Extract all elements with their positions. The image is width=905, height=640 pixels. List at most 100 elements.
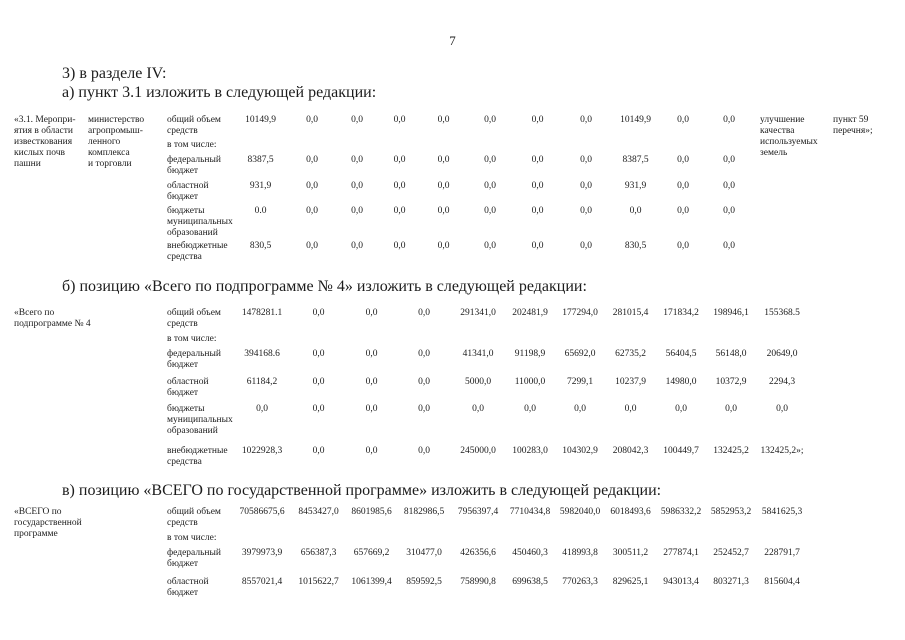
- value-cell: 0,0: [723, 206, 735, 216]
- value-cell: 859592,5: [406, 577, 442, 587]
- value-cell: 0,0: [306, 206, 318, 216]
- value-cell: 56148,0: [715, 349, 747, 359]
- value-cell: 0,0: [306, 115, 318, 125]
- table-row: областной бюджет 61184,2 0,0 0,0 0,0 5000,0 11…: [167, 377, 808, 399]
- value-cell: 1015622,7: [298, 577, 339, 587]
- value-cell: 41341,0: [462, 349, 494, 359]
- value-cell: 3979973,9: [241, 548, 283, 558]
- table-rows: общий объем средств 10149,9 0,0 0,0 0,0 0,0 0,…: [167, 115, 752, 263]
- value-cell: 5986332,2: [660, 507, 702, 517]
- value-cell: 0,0: [365, 349, 378, 359]
- value-cell: 931,9: [249, 181, 272, 191]
- value-cell: 0,0: [531, 241, 544, 251]
- value-cell: 0,0: [580, 206, 592, 216]
- value-cell: 10372,9: [715, 377, 747, 387]
- value-cell: 0,0: [393, 206, 406, 216]
- value-cell: 0,0: [418, 308, 430, 318]
- table-item-label: «Всего по подпрограмме № 4: [14, 308, 91, 329]
- value-cell: 8601985,6: [351, 507, 392, 517]
- value-cell: 0,0: [393, 181, 406, 191]
- value-cell: 5982040,0: [559, 507, 601, 517]
- value-cell: 62735,2: [615, 349, 646, 359]
- value-cell: 0,0: [484, 241, 496, 251]
- section-heading-b: б) позицию «Всего по подпрограмме № 4» и…: [62, 278, 587, 295]
- table-row: общий объем средств 10149,9 0,0 0,0 0,0 0,0 0,…: [167, 115, 752, 137]
- value-cell: 0,0: [484, 206, 496, 216]
- table-row: внебюджетные средства 830,5 0,0 0,0 0,0 0,0 0,…: [167, 241, 752, 263]
- row-label: бюджеты муниципальных образований: [167, 206, 233, 238]
- table-row: в том числе:: [167, 533, 808, 544]
- value-cell: 0,0: [580, 115, 592, 125]
- value-cell: 1022928,3: [241, 446, 283, 456]
- value-cell: 0,0: [675, 404, 687, 414]
- table-row: областной бюджет 931,9 0,0 0,0 0,0 0,0 0,0 0,0 0…: [167, 181, 752, 203]
- value-cell: 0,0: [312, 349, 325, 359]
- value-cell: 104302,9: [562, 446, 598, 456]
- row-label: областной бюджет: [167, 377, 209, 398]
- value-cell: 0,0: [351, 155, 363, 165]
- value-cell: 394168.6: [244, 349, 280, 359]
- value-cell: 11000,0: [514, 377, 546, 387]
- value-cell: 418993,8: [562, 548, 598, 558]
- value-cell: 7299,1: [566, 377, 594, 387]
- value-cell: 10149,9: [620, 115, 651, 125]
- value-cell: 0,0: [531, 206, 544, 216]
- value-cell: 208042,3: [612, 446, 649, 456]
- value-cell: 0,0: [418, 377, 430, 387]
- table-row: общий объем средств 1478281.1 0,0 0,0 0,0 291…: [167, 308, 808, 330]
- value-cell: 0,0: [472, 404, 484, 414]
- value-cell: 0,0: [312, 404, 325, 414]
- value-cell: 0,0: [531, 115, 544, 125]
- row-label: в том числе:: [167, 140, 217, 150]
- value-cell: 245000,0: [460, 446, 496, 456]
- value-cell: 0,0: [574, 404, 586, 414]
- value-cell: 758990,8: [460, 577, 496, 587]
- value-cell: 14980,0: [665, 377, 697, 387]
- table-row: общий объем средств 70586675,6 8453427,0 86…: [167, 507, 808, 529]
- value-cell: 70586675,6: [239, 507, 285, 517]
- value-cell: 61184,2: [246, 377, 278, 387]
- value-cell: 0,0: [723, 155, 735, 165]
- value-cell: 171834,2: [663, 308, 699, 318]
- value-cell: 0,0: [312, 377, 325, 387]
- value-cell: 830,5: [249, 241, 272, 251]
- value-cell: 5000,0: [464, 377, 492, 387]
- table-row: федеральный бюджет 8387,5 0,0 0,0 0,0 0,0 0,0 0…: [167, 155, 752, 177]
- table-row: федеральный бюджет 3979973,9 656387,3 65766…: [167, 548, 808, 570]
- table-executor-label: министерство агропромыш- ленного комплек…: [88, 115, 145, 169]
- value-cell: 0,0: [484, 155, 496, 165]
- row-label: областной бюджет: [167, 577, 209, 598]
- section-heading-v: в) позицию «ВСЕГО по государственной про…: [62, 482, 662, 499]
- value-cell: 6018493,6: [610, 507, 651, 517]
- value-cell: 0,0: [312, 446, 325, 456]
- value-cell: 0,0: [418, 349, 430, 359]
- value-cell: 291341,0: [460, 308, 496, 318]
- table-row: бюджеты муниципальных образований 0,0 0,0 0…: [167, 404, 808, 437]
- value-cell: 228791,7: [764, 548, 800, 558]
- value-cell: 7956397,4: [457, 507, 499, 517]
- value-cell: 0,0: [484, 181, 496, 191]
- value-cell: 132425,2: [713, 446, 749, 456]
- intro-line-2: а) пункт 3.1 изложить в следующей редакц…: [62, 84, 377, 101]
- value-cell: 8557021,4: [241, 577, 283, 587]
- row-label: областной бюджет: [167, 181, 209, 202]
- value-cell: 0,0: [437, 115, 450, 125]
- value-cell: 943013,4: [663, 577, 699, 587]
- value-cell: 0.0: [254, 206, 267, 216]
- value-cell: 0,0: [629, 206, 642, 216]
- value-cell: 0,0: [365, 377, 378, 387]
- value-cell: 0,0: [393, 115, 406, 125]
- value-cell: 770263,3: [562, 577, 598, 587]
- value-cell: 155368.5: [764, 308, 800, 318]
- table-item-label: «3.1. Меропри- ятия в области известкова…: [14, 115, 76, 169]
- value-cell: 10237,9: [615, 377, 646, 387]
- value-cell: 100449,7: [663, 446, 699, 456]
- value-cell: 0,0: [531, 155, 544, 165]
- value-cell: 0,0: [624, 404, 637, 414]
- value-cell: 1478281.1: [241, 308, 283, 318]
- value-cell: 8387,5: [622, 155, 649, 165]
- row-label: бюджеты муниципальных образований: [167, 404, 233, 436]
- value-cell: 20649,0: [766, 349, 798, 359]
- value-cell: 1061399,4: [351, 577, 392, 587]
- value-cell: 657669,2: [353, 548, 390, 558]
